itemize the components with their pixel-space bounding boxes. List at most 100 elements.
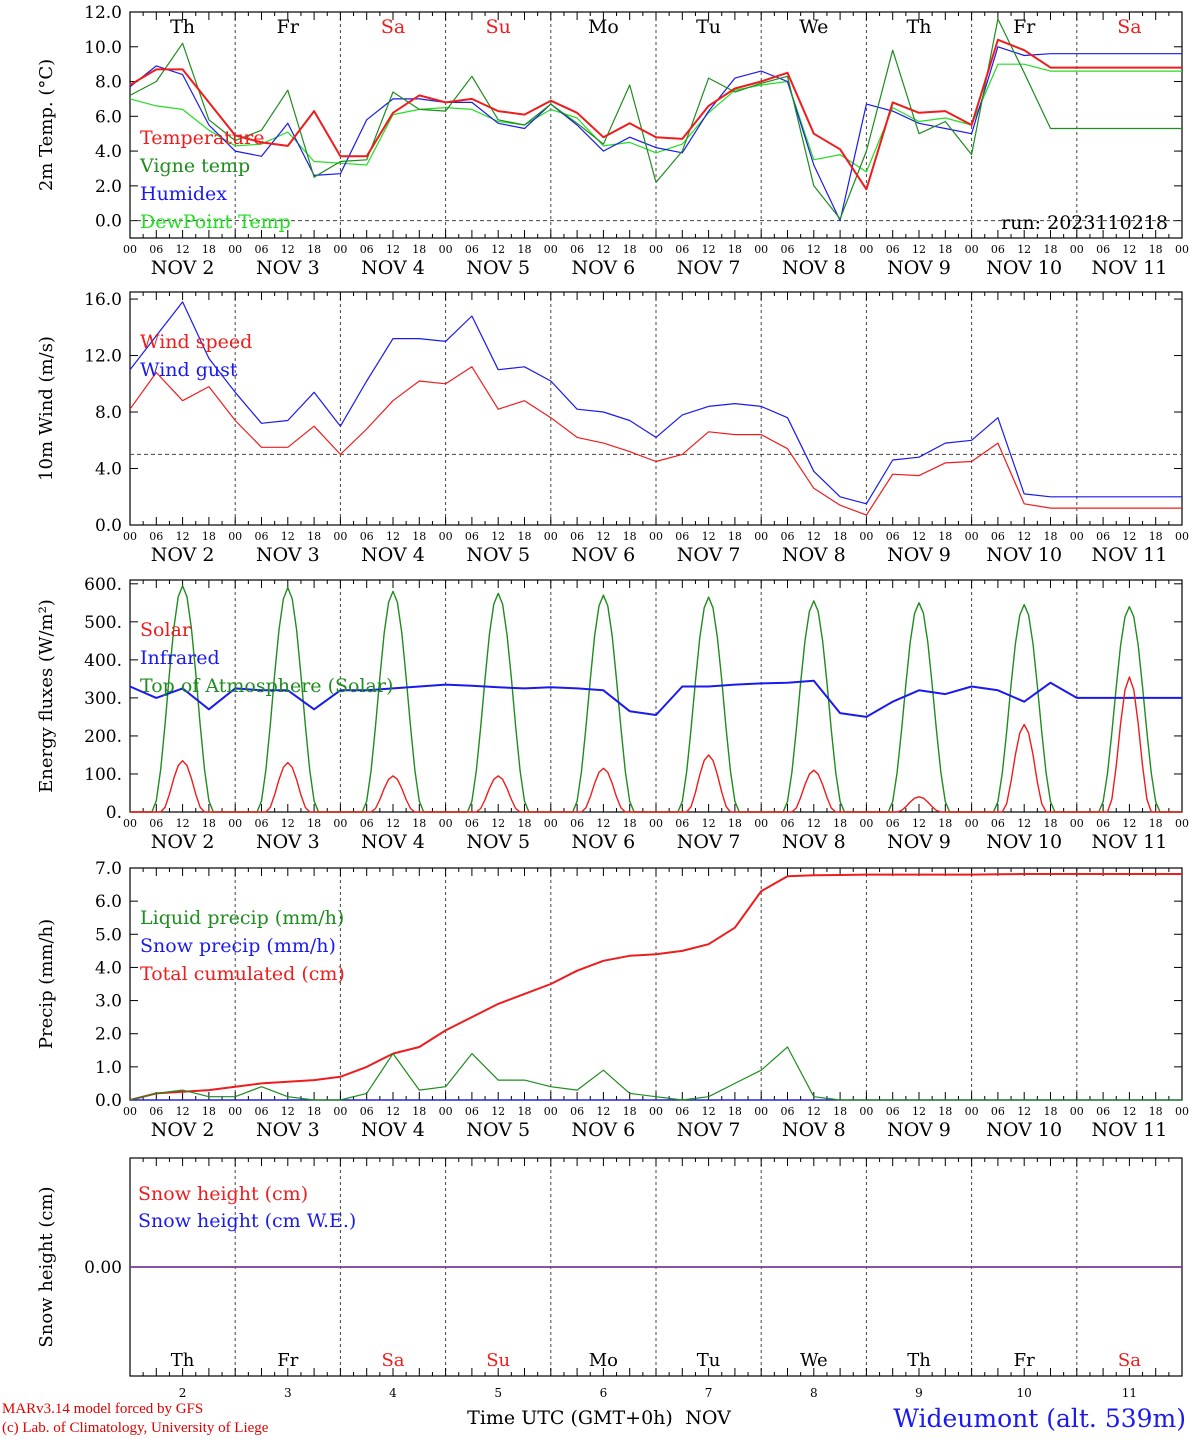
hour-tick-label: 12 (1017, 1105, 1031, 1118)
hour-tick-label: 12 (491, 243, 505, 256)
y-tick-label: 6.0 (95, 892, 122, 912)
hour-tick-label: 18 (623, 530, 637, 543)
hour-tick-label: 18 (728, 530, 742, 543)
date-label: NOV 3 (256, 831, 320, 853)
hour-tick-label: 06 (255, 530, 269, 543)
day-of-week-label: Th (907, 1350, 931, 1371)
hour-tick-label: 06 (255, 817, 269, 830)
date-label: NOV 10 (986, 257, 1062, 279)
hour-tick-label: 18 (728, 817, 742, 830)
hour-tick-label: 12 (807, 1105, 821, 1118)
hour-tick-label: 00 (123, 243, 137, 256)
hour-tick-label: 12 (491, 817, 505, 830)
x-axis-month-label: NOV (685, 1407, 731, 1429)
hour-tick-label: 06 (465, 243, 479, 256)
hour-tick-label: 00 (1070, 530, 1084, 543)
hour-tick-label: 06 (1096, 243, 1110, 256)
y-tick-label: 16.0 (84, 290, 122, 310)
date-label: NOV 11 (1091, 257, 1167, 279)
hour-tick-label: 18 (833, 817, 847, 830)
y-tick-label: 200. (84, 727, 122, 747)
hour-tick-label: 06 (675, 243, 689, 256)
date-label: NOV 6 (572, 544, 636, 566)
date-label: NOV 2 (151, 831, 215, 853)
hour-tick-label: 06 (1096, 1105, 1110, 1118)
hour-tick-label: 06 (149, 243, 163, 256)
date-label: NOV 4 (361, 544, 425, 566)
date-label: NOV 9 (887, 544, 951, 566)
hour-tick-label: 18 (518, 530, 532, 543)
hour-tick-label: 00 (649, 1105, 663, 1118)
hour-tick-label: 18 (1149, 1105, 1163, 1118)
date-label: NOV 10 (986, 831, 1062, 853)
date-label: NOV 10 (986, 1119, 1062, 1141)
vigne-temp-line (129, 18, 1182, 220)
hour-tick-label: 12 (491, 530, 505, 543)
y-tick-label: 500. (84, 613, 122, 633)
y-axis-label: Precip (mm/h) (36, 919, 57, 1049)
y-tick-label: 4.0 (95, 142, 122, 162)
hour-tick-label: 06 (465, 817, 479, 830)
date-label: NOV 2 (151, 1119, 215, 1141)
hour-tick-label: 12 (1122, 243, 1136, 256)
station-title: Wideumont (alt. 539m) (893, 1404, 1186, 1433)
hour-tick-label: 12 (702, 817, 716, 830)
hour-tick-label: 18 (833, 243, 847, 256)
hour-tick-label: 00 (649, 243, 663, 256)
hour-tick-label: 00 (859, 243, 873, 256)
hour-tick-label: 12 (1122, 817, 1136, 830)
day-number-label: 8 (810, 1386, 818, 1400)
legend-entry: Temperature (140, 127, 264, 149)
day-of-week-label: Fr (277, 16, 300, 38)
hour-tick-label: 18 (1044, 530, 1058, 543)
run-label: run: 2023110218 (1001, 212, 1168, 234)
y-tick-label: 2.0 (95, 177, 122, 197)
date-label: NOV 4 (361, 257, 425, 279)
y-tick-label: 5.0 (95, 925, 122, 945)
hour-tick-label: 12 (596, 817, 610, 830)
y-tick-label: 0. (106, 803, 122, 823)
hour-tick-label: 18 (412, 817, 426, 830)
hour-tick-label: 06 (149, 530, 163, 543)
hour-tick-label: 12 (176, 243, 190, 256)
infrared-line (129, 679, 1182, 718)
hour-tick-label: 18 (518, 243, 532, 256)
legend-entry: Infrared (140, 647, 220, 669)
date-label: NOV 11 (1091, 544, 1167, 566)
hour-tick-label: 06 (1096, 530, 1110, 543)
hour-tick-label: 00 (333, 817, 347, 830)
day-number-label: 10 (1017, 1386, 1032, 1400)
hour-tick-label: 12 (912, 817, 926, 830)
day-number-label: 5 (494, 1386, 502, 1400)
hour-tick-label: 12 (386, 1105, 400, 1118)
y-axis-label: 2m Temp. (°C) (36, 59, 57, 191)
date-label: NOV 9 (887, 257, 951, 279)
hour-tick-label: 18 (518, 817, 532, 830)
total-cumulated-line (129, 873, 1182, 1101)
hour-tick-label: 00 (439, 530, 453, 543)
hour-tick-label: 12 (912, 530, 926, 543)
y-axis-label: 10m Wind (m/s) (36, 336, 57, 481)
hour-tick-label: 00 (1070, 1105, 1084, 1118)
day-of-week-label: Fr (1014, 1350, 1035, 1371)
day-of-week-label: Mo (588, 16, 619, 38)
hour-tick-label: 00 (754, 530, 768, 543)
hour-tick-label: 18 (307, 243, 321, 256)
date-label: NOV 4 (361, 1119, 425, 1141)
hour-tick-label: 18 (202, 1105, 216, 1118)
day-of-week-label: Sa (381, 16, 405, 38)
date-label: NOV 2 (151, 257, 215, 279)
hour-tick-label: 12 (386, 243, 400, 256)
hour-tick-label: 00 (544, 817, 558, 830)
legend-entry: Solar (140, 619, 192, 641)
date-label: NOV 10 (986, 544, 1062, 566)
hour-tick-label: 00 (1070, 817, 1084, 830)
hour-tick-label: 06 (360, 1105, 374, 1118)
hour-tick-label: 00 (123, 817, 137, 830)
hour-tick-label: 12 (596, 243, 610, 256)
date-label: NOV 4 (361, 831, 425, 853)
humidex-line (129, 46, 1182, 222)
date-label: NOV 5 (466, 1119, 530, 1141)
hour-tick-label: 06 (886, 530, 900, 543)
hour-tick-label: 12 (1017, 530, 1031, 543)
